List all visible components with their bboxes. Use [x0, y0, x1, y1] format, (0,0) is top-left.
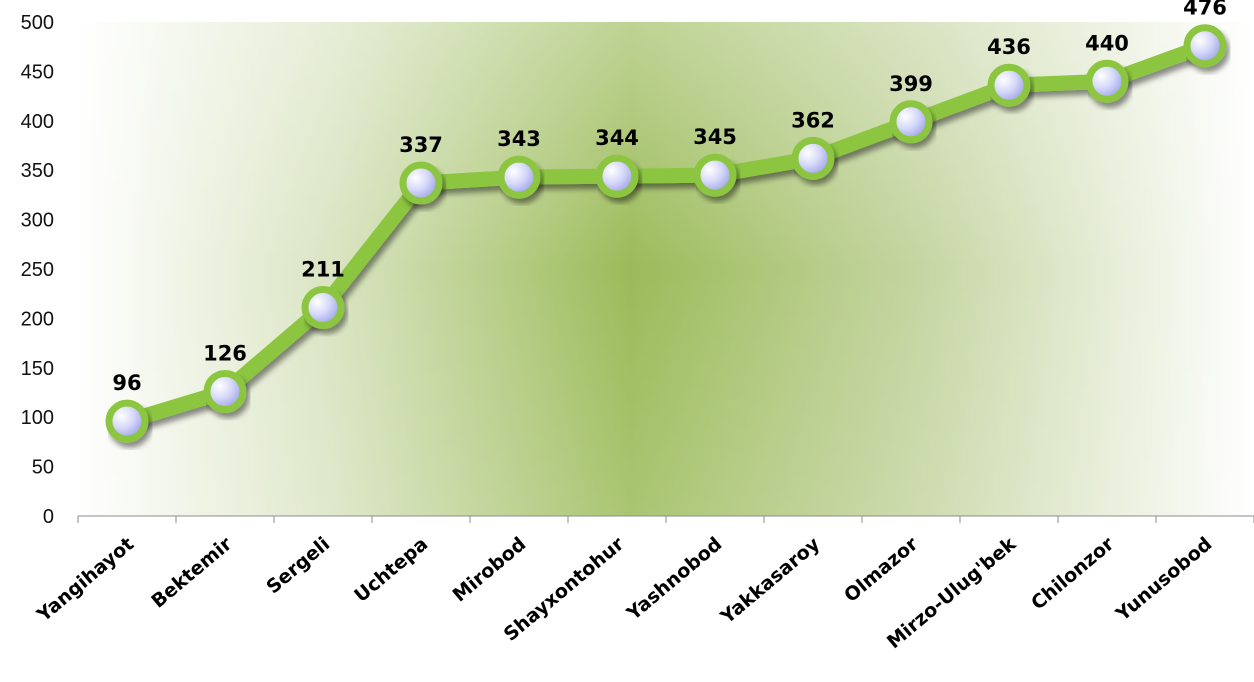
x-axis [77, 515, 1254, 523]
data-label: 399 [889, 72, 933, 96]
data-label: 337 [399, 133, 443, 157]
y-tick-label: 300 [21, 210, 54, 232]
data-label: 436 [987, 35, 1031, 59]
data-label: 344 [595, 126, 639, 150]
y-tick-label: 150 [21, 358, 54, 380]
x-tick-label: Uchtepa [350, 533, 432, 607]
plot-area-fade [78, 22, 1254, 516]
x-tick-label: Olmazor [840, 533, 923, 607]
x-tick-label: Sergeli [262, 533, 334, 598]
y-tick-label: 0 [43, 506, 54, 528]
data-point-marker [693, 153, 737, 197]
x-tick-label: Mirobod [449, 533, 531, 606]
data-label: 476 [1183, 0, 1227, 20]
x-tick-label: Yangihayot [32, 533, 138, 627]
data-label: 345 [693, 125, 737, 149]
data-point-marker [595, 154, 639, 198]
data-point-marker [301, 286, 345, 330]
y-tick-label: 500 [21, 12, 54, 34]
y-tick-label: 250 [21, 259, 54, 281]
x-tick-label: Yunusobod [1111, 533, 1216, 626]
data-label: 126 [203, 342, 247, 366]
data-point-marker [889, 100, 933, 144]
data-labels-group: 96 126 211 337 343 344 345 362 399 436 440 476 [112, 0, 1227, 395]
y-tick-label: 50 [32, 457, 54, 479]
data-label: 362 [791, 108, 835, 132]
data-point-marker [497, 155, 541, 199]
y-tick-label: 350 [21, 160, 54, 182]
category-labels-group: Yangihayot Bektemir Sergeli Uchtepa MirobodS… [32, 533, 1216, 654]
x-tick-label: Chilonzor [1027, 533, 1119, 615]
x-tick-label: Bektemir [147, 533, 236, 613]
data-point-marker [791, 136, 835, 180]
markers-group [105, 24, 1227, 443]
data-label: 343 [497, 127, 541, 151]
y-axis-ticks: 0 50 100 150 200 250 300 350 400 450 500 [21, 12, 54, 528]
data-point-marker [1183, 24, 1227, 68]
y-tick-label: 400 [21, 111, 54, 133]
y-tick-label: 450 [21, 61, 54, 83]
data-point-marker [399, 161, 443, 205]
data-point-marker [1085, 59, 1129, 103]
data-label: 211 [301, 258, 345, 282]
data-point-marker [105, 399, 149, 443]
data-point-marker [203, 370, 247, 414]
data-label: 440 [1085, 31, 1129, 55]
x-tick-label: Yakkasaroy [716, 533, 825, 629]
data-label: 96 [112, 371, 141, 395]
y-tick-label: 100 [21, 407, 54, 429]
data-point-marker [987, 63, 1031, 107]
x-tick-label: Yashnobod [622, 533, 726, 625]
y-tick-label: 200 [21, 308, 54, 330]
